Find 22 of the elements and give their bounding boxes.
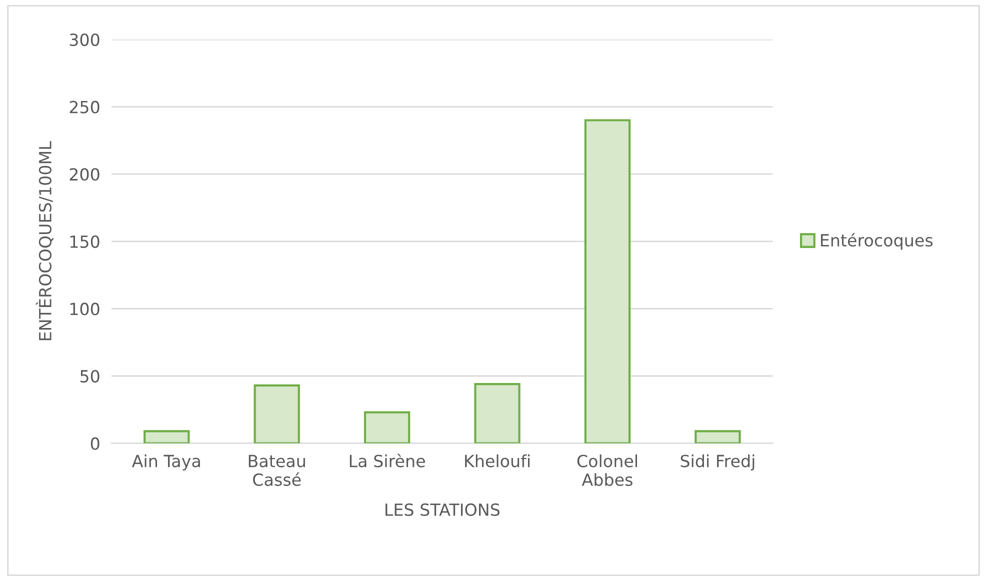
y-tick-label: 100: [70, 302, 100, 316]
y-tick-label: 150: [70, 235, 100, 248]
y-tick-label: 300: [70, 33, 100, 46]
x-axis-title: LES STATIONS: [386, 503, 500, 516]
x-tick-label: Bateau Cassé: [248, 454, 305, 486]
y-tick-label: 200: [70, 168, 100, 181]
bar: [144, 430, 190, 444]
bar: [694, 430, 741, 444]
x-tick-label: Colonel Abbes: [577, 454, 637, 486]
y-tick-label: 50: [80, 370, 100, 383]
y-axis-title: ENTÈROCOQUES/100ML: [36, 141, 54, 340]
bar: [364, 411, 410, 444]
x-tick-label: La Sirène: [350, 454, 425, 468]
x-tick-label: Ain Taya: [132, 454, 200, 471]
y-tick-label: 250: [70, 100, 100, 114]
x-tick-label: Sidi Fredj: [680, 454, 754, 471]
x-tick-label: Kheloufi: [465, 454, 530, 468]
bar: [584, 119, 631, 444]
legend-label: Entérocoques: [821, 233, 933, 250]
y-tick-label: 0: [90, 437, 100, 450]
bar: [254, 384, 300, 444]
bar: [474, 383, 520, 444]
